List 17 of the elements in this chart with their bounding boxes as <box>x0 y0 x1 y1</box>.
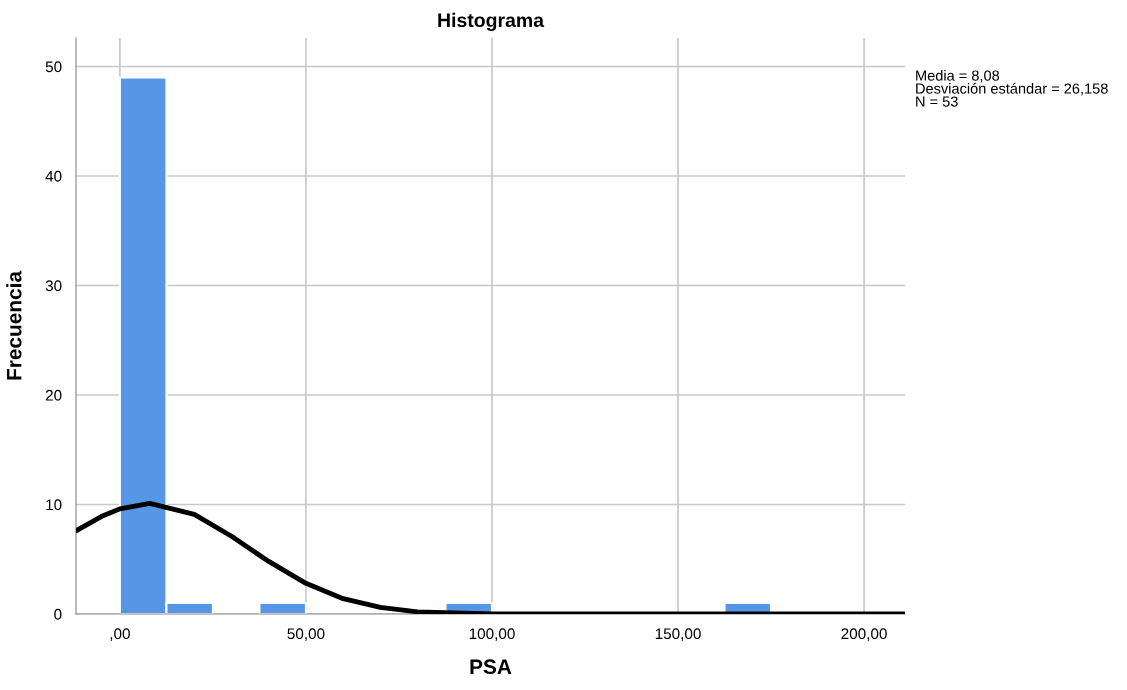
text: Desviación estándar = 26,158 <box>916 82 1108 96</box>
chart-title: Histograma <box>438 12 545 32</box>
x-tick-label: 150,00 <box>655 628 701 641</box>
text: N = 53 <box>916 96 958 107</box>
y-axis-title: Frecuencia <box>6 270 22 380</box>
x-tick-label: 200,00 <box>841 628 887 641</box>
x-axis-title: PSA <box>470 659 512 675</box>
x-tick-label: 50,00 <box>287 628 325 641</box>
y-tick-label: 50 <box>45 61 62 73</box>
y-tick-label: 40 <box>45 170 62 182</box>
x-tick-label: ,00 <box>110 628 130 641</box>
y-tick-label: 30 <box>45 280 62 292</box>
x-tick-label: 100,00 <box>469 628 515 641</box>
y-tick-label: 0 <box>54 608 62 620</box>
y-tick-label: 20 <box>45 389 62 401</box>
text: Media = 8,08 <box>916 70 1000 83</box>
y-tick-label: 10 <box>46 499 62 511</box>
